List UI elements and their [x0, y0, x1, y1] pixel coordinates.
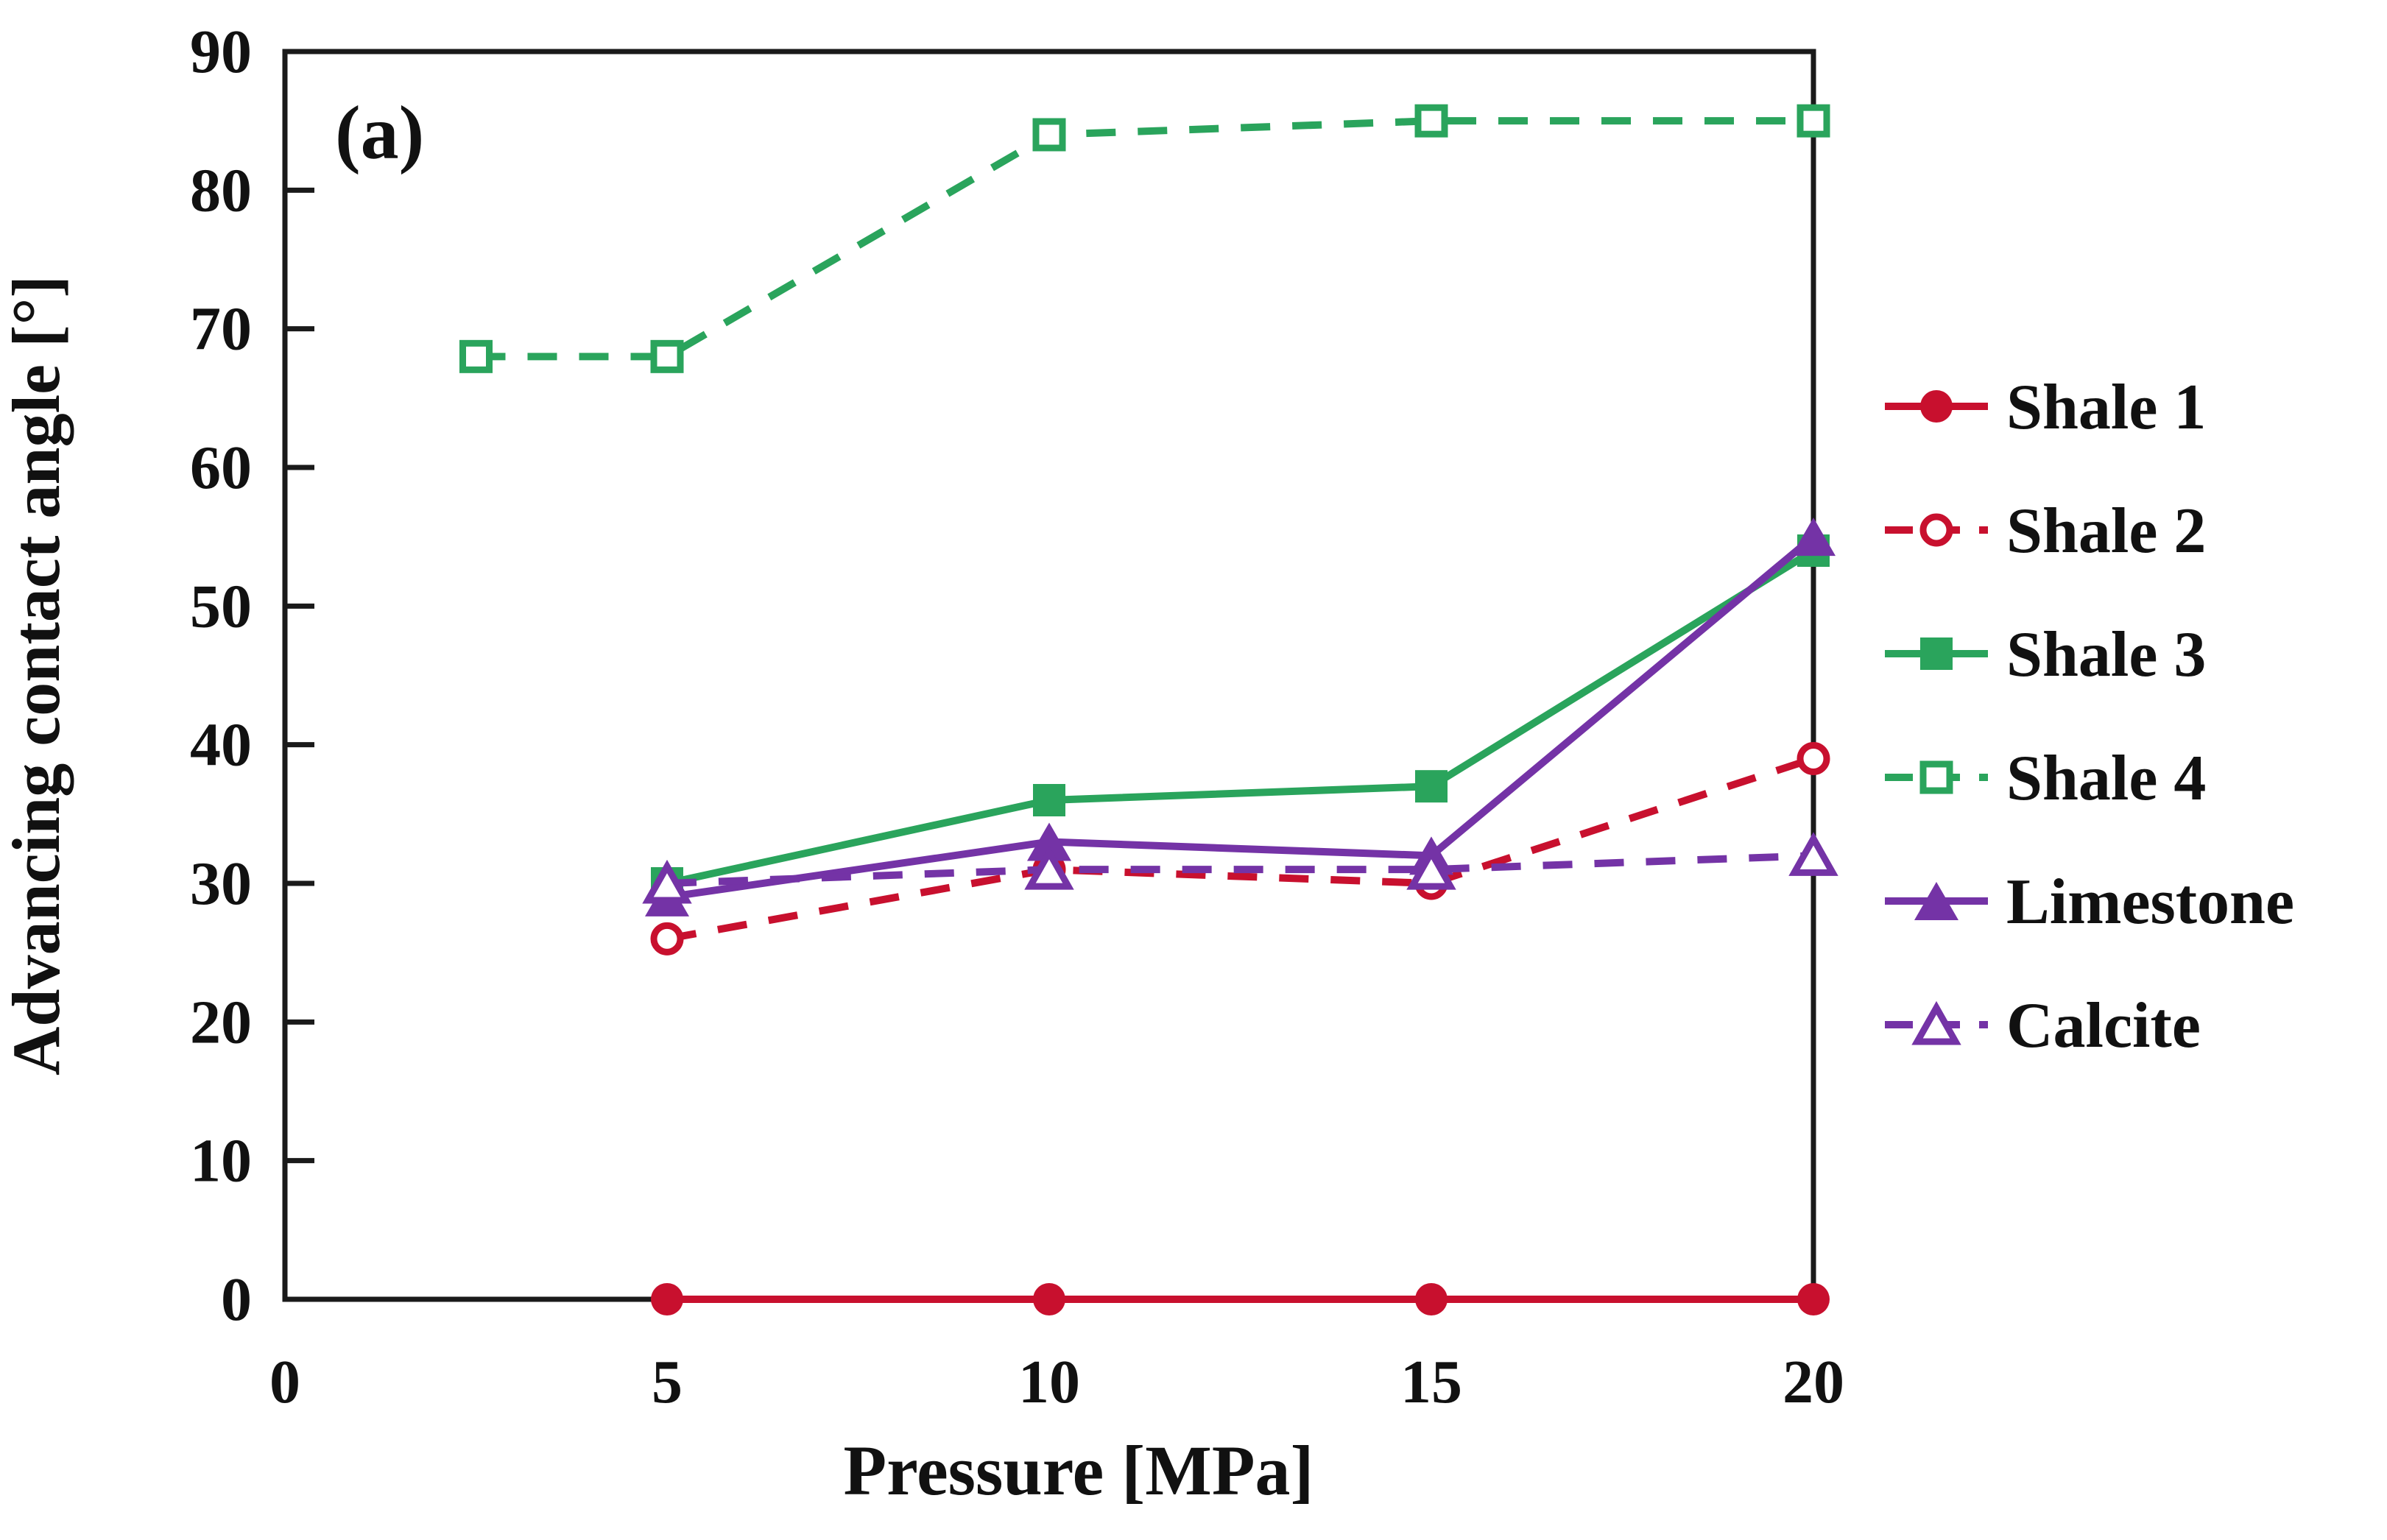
series-line-shale-4: [476, 117, 1813, 361]
y-tick-label: 90: [190, 18, 252, 86]
x-tick-label: 20: [1783, 1348, 1844, 1416]
series-line-limestone: [666, 534, 1816, 901]
legend-label-limestone: Limestone: [2006, 866, 2294, 938]
y-tick-label: 40: [190, 711, 252, 780]
legend-marker-calcite: [1911, 1000, 1961, 1045]
marker-shale-4: [1414, 104, 1448, 138]
x-axis-title: Pressure [MPa]: [844, 1431, 1314, 1510]
marker-calcite: [1788, 832, 1838, 876]
legend-marker-shale-2: [1919, 513, 1953, 547]
legend-label-shale-1: Shale 1: [2006, 372, 2206, 443]
marker-shale-3: [1033, 784, 1065, 816]
series-line-shale-3: [666, 547, 1816, 887]
y-axis-title: Advancing contact angle [°]: [0, 275, 74, 1075]
marker-shale-2: [650, 922, 684, 956]
marker-shale-4: [650, 339, 684, 373]
marker-shale-1: [1033, 1283, 1065, 1315]
plot-border: [282, 49, 1816, 1302]
x-tick-label: 0: [269, 1348, 300, 1416]
y-tick-label: 70: [190, 295, 252, 364]
y-tick-label: 10: [190, 1127, 252, 1195]
x-tick-label: 15: [1400, 1348, 1462, 1416]
x-tick-label: 10: [1018, 1348, 1080, 1416]
series-line-shale-2: [666, 755, 1815, 943]
legend-marker-shale-4: [1919, 760, 1953, 794]
y-tick-label: 80: [190, 156, 252, 225]
y-tick-label: 20: [190, 988, 252, 1056]
legend-label-calcite: Calcite: [2006, 990, 2201, 1062]
legend-marker-shale-1: [1920, 390, 1953, 423]
series-line-calcite: [666, 852, 1814, 887]
y-tick-label: 60: [190, 434, 252, 502]
legend-marker-shale-3: [1920, 637, 1953, 670]
marker-shale-1: [651, 1283, 683, 1315]
panel-label: (a): [335, 91, 424, 175]
marker-shale-4: [459, 339, 493, 373]
legend-label-shale-4: Shale 4: [2006, 743, 2206, 814]
marker-shale-1: [1415, 1283, 1448, 1315]
x-tick-label: 5: [652, 1348, 683, 1416]
marker-shale-1: [1797, 1283, 1830, 1315]
marker-calcite: [1406, 846, 1456, 890]
y-tick-label: 0: [221, 1265, 252, 1334]
marker-shale-4: [1032, 118, 1066, 152]
legend-label-shale-3: Shale 3: [2006, 619, 2206, 690]
legend-marker-limestone: [1914, 882, 1958, 920]
marker-calcite: [1024, 846, 1074, 890]
marker-shale-2: [1797, 742, 1830, 775]
marker-limestone: [1027, 822, 1071, 861]
marker-calcite: [642, 859, 692, 904]
marker-limestone: [1791, 518, 1836, 557]
legend-label-shale-2: Shale 2: [2006, 495, 2206, 567]
marker-shale-4: [1797, 104, 1830, 138]
y-tick-label: 50: [190, 572, 252, 640]
marker-shale-3: [1415, 770, 1448, 803]
y-tick-label: 30: [190, 850, 252, 918]
